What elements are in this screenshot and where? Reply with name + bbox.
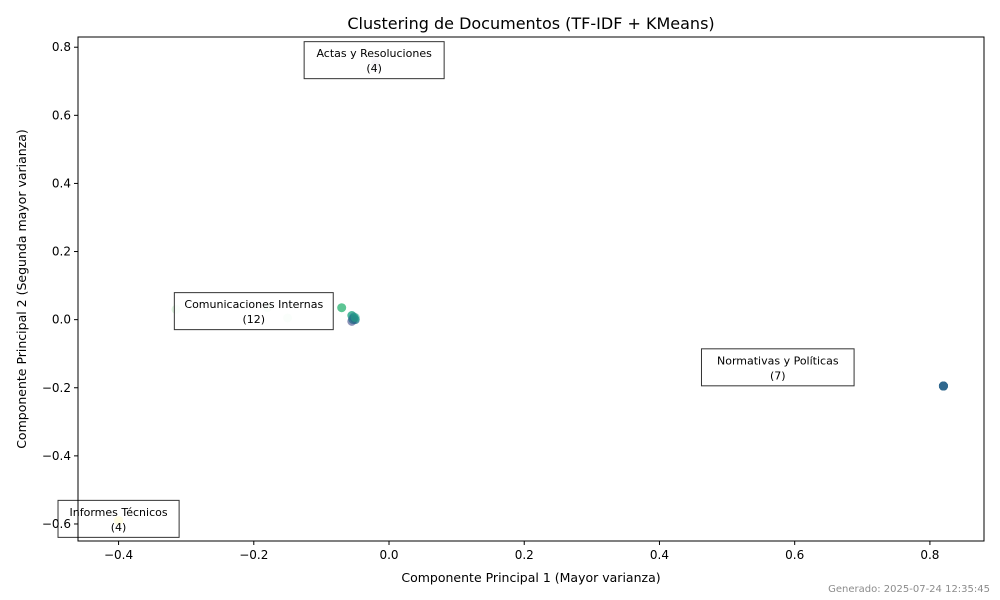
x-tick-label: 0.4 <box>650 548 669 562</box>
y-axis-label: Componente Principal 2 (Segunda mayor va… <box>14 129 29 449</box>
y-tick-label: −0.6 <box>42 517 71 531</box>
y-tick-label: −0.4 <box>42 449 71 463</box>
cluster-label-box <box>700 348 855 387</box>
generated-timestamp: Generado: 2025-07-24 12:35:45 <box>828 584 990 595</box>
y-tick-label: −0.2 <box>42 381 71 395</box>
x-tick-label: 0.2 <box>515 548 534 562</box>
y-tick-label: 0.8 <box>52 40 71 54</box>
data-point-15 <box>350 313 360 323</box>
cluster-label-3: Informes Técnicos (4) <box>57 499 180 538</box>
x-tick-label: −0.2 <box>239 548 268 562</box>
y-tick-label: 0.0 <box>52 313 71 327</box>
cluster-label-box <box>303 41 445 80</box>
x-axis-label: Componente Principal 1 (Mayor varianza) <box>401 570 660 585</box>
plot-frame <box>77 36 985 542</box>
cluster-label-2: Normativas y Políticas (7) <box>700 348 855 387</box>
x-tick-label: −0.4 <box>104 548 133 562</box>
y-tick-label: 0.2 <box>52 245 71 259</box>
data-point-7 <box>337 303 347 313</box>
cluster-label-1: Comunicaciones Internas (12) <box>173 292 334 331</box>
cluster-label-name: Actas y Resoluciones <box>316 47 432 60</box>
x-tick-label: 0.8 <box>920 548 939 562</box>
annotations-layer: Actas y Resoluciones (4) Comunicaciones In… <box>57 41 855 538</box>
cluster-label-name: Informes Técnicos <box>70 506 168 519</box>
data-point-22 <box>938 381 948 391</box>
cluster-label-0: Actas y Resoluciones (4) <box>303 41 445 80</box>
y-tick-label: 0.4 <box>52 176 71 190</box>
cluster-label-count: (4) <box>366 62 382 75</box>
cluster-label-count: (12) <box>242 313 265 326</box>
cluster-label-name: Comunicaciones Internas <box>184 298 323 311</box>
cluster-label-name: Normativas y Políticas <box>717 354 839 367</box>
cluster-label-count: (7) <box>770 369 786 382</box>
ticks-layer: −0.4 −0.2 0.0 0.2 0.4 0.6 0.8 −0.6 −0.4 −0.2 0.0 0.… <box>42 40 940 562</box>
y-tick-label: 0.6 <box>52 108 71 122</box>
chart-title: Clustering de Documentos (TF-IDF + KMean… <box>347 14 714 33</box>
x-tick-label: 0.0 <box>379 548 398 562</box>
cluster-label-box <box>173 292 334 331</box>
x-tick-label: 0.6 <box>785 548 804 562</box>
cluster-label-count: (4) <box>111 521 127 534</box>
points-layer <box>114 56 948 526</box>
